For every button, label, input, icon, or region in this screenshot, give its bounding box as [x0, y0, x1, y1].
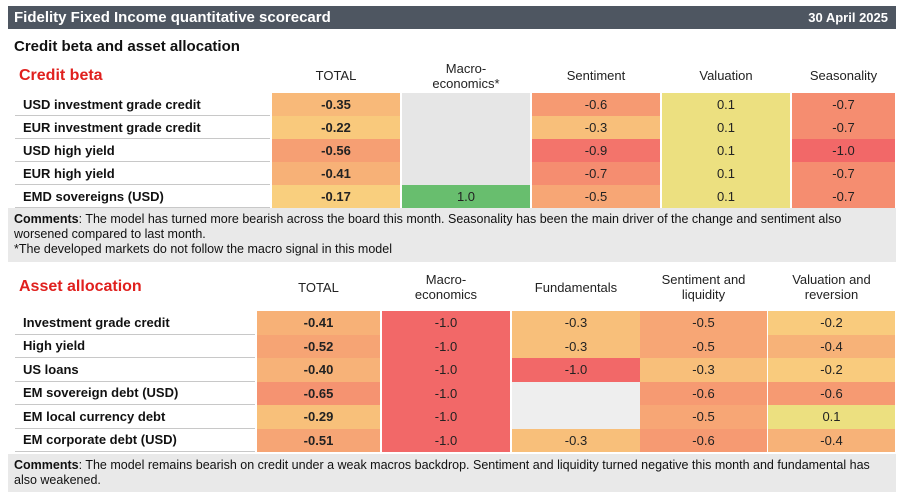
score-cell: 1.0 [402, 185, 530, 208]
score-cell: -0.3 [640, 358, 767, 382]
row-label: EM sovereign debt (USD) [15, 382, 255, 405]
comments-box: Comments: The model has turned more bear… [8, 208, 896, 262]
total-score: -0.17 [272, 185, 400, 208]
score-cell: -0.4 [768, 334, 895, 358]
empty-cell [512, 381, 640, 405]
score-cell: 0.1 [662, 185, 790, 208]
column-header: TOTAL [315, 68, 357, 83]
row-label: USD investment grade credit [15, 93, 270, 116]
section-title: Credit beta and asset allocation [14, 38, 240, 55]
report-date: 30 April 2025 [808, 10, 888, 25]
score-cell: -0.6 [532, 93, 660, 116]
row-label: EMD sovereigns (USD) [15, 185, 270, 208]
score-cell: 0.1 [662, 116, 790, 139]
row-label: US loans [15, 358, 255, 382]
score-cell: -0.5 [532, 185, 660, 208]
total-score: -0.35 [272, 93, 400, 116]
score-cell: -0.2 [768, 358, 895, 382]
column-header: Fundamentals [534, 279, 618, 295]
total-score: -0.51 [257, 428, 380, 452]
score-cell: -0.5 [640, 311, 767, 335]
total-score: -0.52 [257, 334, 380, 358]
score-cell: 0.1 [768, 405, 895, 429]
score-cell: -1.0 [382, 381, 510, 405]
footnote: *The developed markets do not follow the… [14, 242, 392, 256]
empty-cell [402, 162, 530, 185]
table-title: Credit beta [19, 66, 103, 84]
score-cell: 0.1 [662, 93, 790, 116]
column-header: Seasonality [809, 68, 878, 83]
column-header: Sentiment [566, 68, 626, 83]
score-cell: -0.7 [792, 162, 895, 185]
score-cell: -0.7 [792, 185, 895, 208]
score-cell: -1.0 [512, 358, 640, 382]
empty-cell [402, 93, 530, 116]
empty-cell [402, 139, 530, 162]
column-header: Sentiment and liquidity [661, 272, 746, 302]
empty-cell [402, 116, 530, 139]
row-label: EM corporate debt (USD) [15, 429, 255, 452]
score-cell: -0.3 [512, 311, 640, 335]
total-score: -0.41 [272, 162, 400, 185]
comments-label: Comments [14, 212, 79, 226]
score-cell: 0.1 [662, 162, 790, 185]
score-cell: -0.9 [532, 139, 660, 162]
score-cell: -0.7 [792, 116, 895, 139]
empty-cell [512, 405, 640, 429]
row-label: EUR high yield [15, 162, 270, 185]
row-label: USD high yield [15, 139, 270, 162]
score-cell: -1.0 [382, 334, 510, 358]
score-cell: -0.3 [512, 428, 640, 452]
score-cell: -0.6 [640, 428, 767, 452]
score-cell: -0.2 [768, 311, 895, 335]
total-score: -0.40 [257, 358, 380, 382]
comments-label: Comments [14, 458, 79, 472]
column-header: Macro- economics [414, 272, 478, 302]
top-bar: Fidelity Fixed Income quantitative score… [8, 6, 896, 29]
comments-box: Comments: The model remains bearish on c… [8, 454, 896, 492]
score-cell: -0.3 [532, 116, 660, 139]
total-score: -0.41 [257, 311, 380, 335]
score-cell: -0.7 [532, 162, 660, 185]
score-cell: 0.1 [662, 139, 790, 162]
score-cell: -0.5 [640, 334, 767, 358]
score-cell: -1.0 [382, 311, 510, 335]
score-cell: -0.6 [640, 381, 767, 405]
score-cell: -0.5 [640, 405, 767, 429]
score-cell: -1.0 [792, 139, 895, 162]
score-cell: -0.3 [512, 334, 640, 358]
score-cell: -0.7 [792, 93, 895, 116]
comments-text: : The model remains bearish on credit un… [14, 458, 870, 487]
column-header: TOTAL [298, 279, 339, 295]
total-score: -0.65 [257, 381, 380, 405]
column-header: Macro- economics* [432, 60, 500, 91]
column-header: Valuation [699, 68, 753, 83]
total-score: -0.22 [272, 116, 400, 139]
score-cell: -1.0 [382, 405, 510, 429]
comments-text: : The model has turned more bearish acro… [14, 212, 842, 241]
column-header: Valuation and reversion [792, 272, 871, 302]
score-cell: -1.0 [382, 358, 510, 382]
total-score: -0.29 [257, 405, 380, 429]
table-title: Asset allocation [19, 278, 142, 295]
total-score: -0.56 [272, 139, 400, 162]
row-label: EM local currency debt [15, 405, 255, 429]
score-cell: -0.4 [768, 428, 895, 452]
row-label: EUR investment grade credit [15, 116, 270, 139]
page-title: Fidelity Fixed Income quantitative score… [14, 9, 331, 26]
row-label: High yield [15, 335, 255, 358]
score-cell: -0.6 [768, 381, 895, 405]
row-label: Investment grade credit [15, 311, 255, 335]
score-cell: -1.0 [382, 428, 510, 452]
